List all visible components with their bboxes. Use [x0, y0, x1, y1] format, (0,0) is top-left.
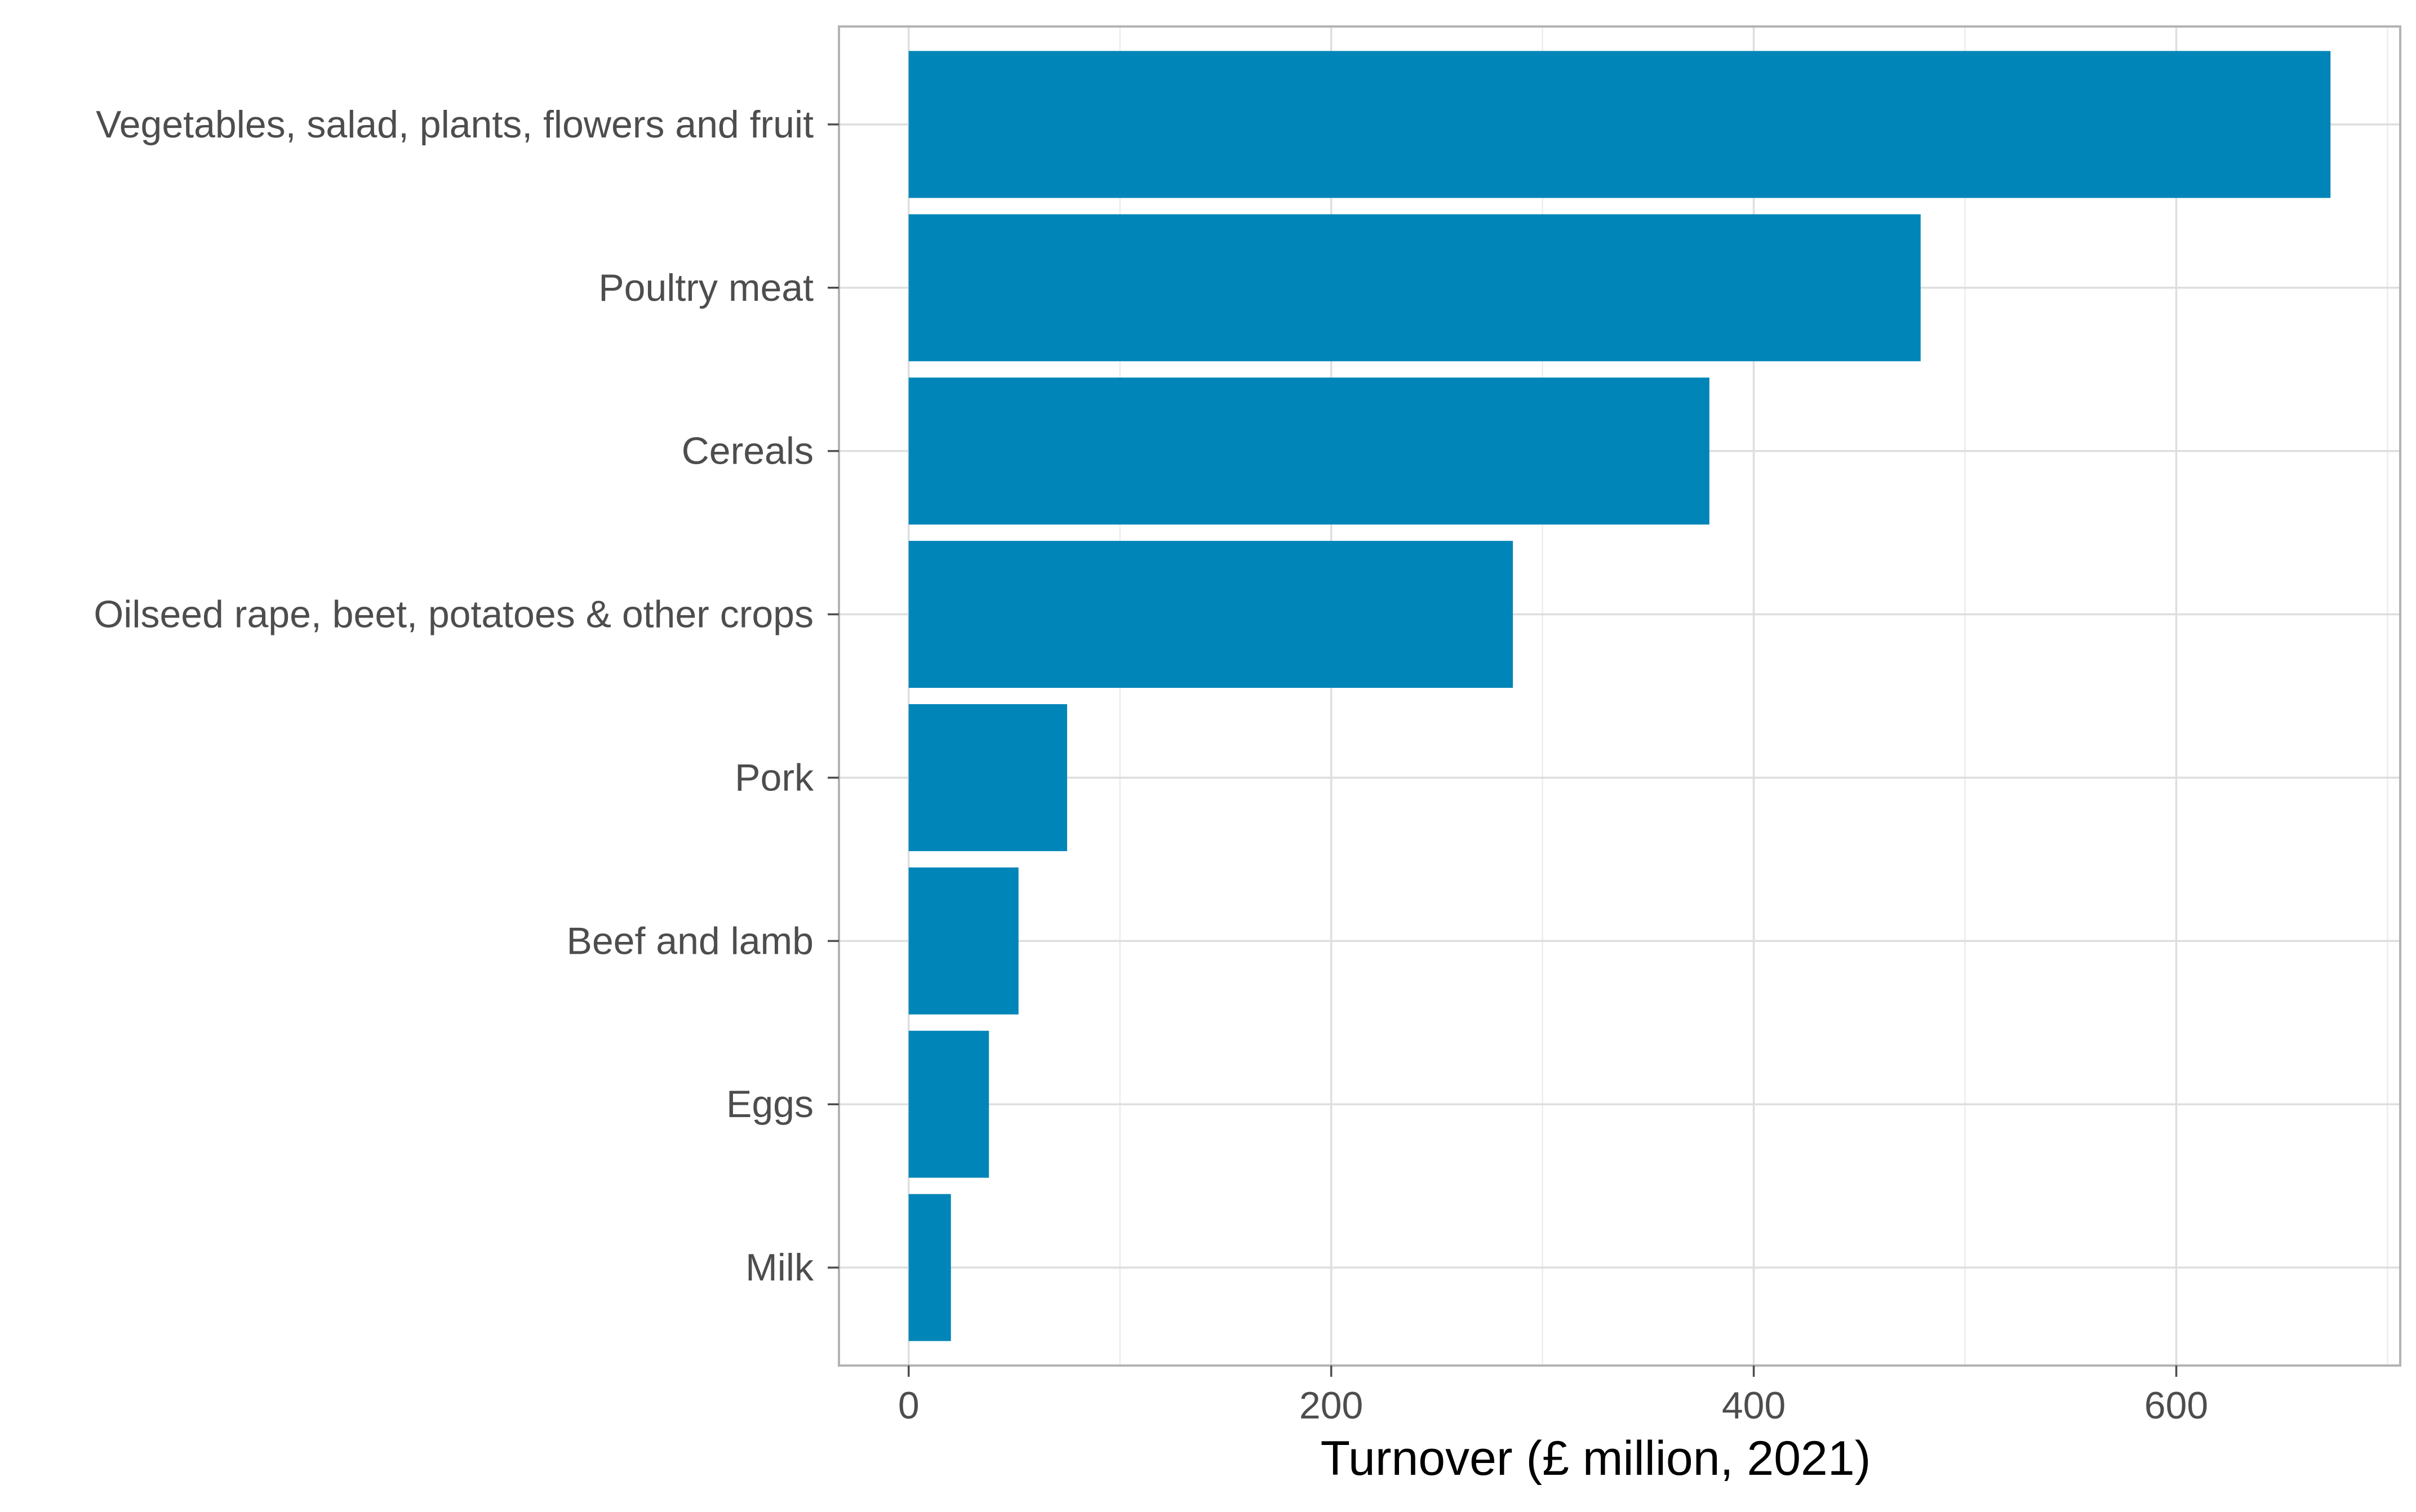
bars [908, 51, 2331, 1341]
y-tick-label: Cereals [682, 430, 814, 473]
x-tick-label: 600 [2144, 1384, 2208, 1427]
x-tick-label: 0 [898, 1384, 920, 1427]
bar [908, 867, 1019, 1015]
bar [908, 51, 2331, 198]
x-tick-label: 400 [1722, 1384, 1786, 1427]
bar [908, 704, 1067, 851]
y-tick-label: Oilseed rape, beet, potatoes & other cro… [94, 593, 814, 636]
axes: Vegetables, salad, plants, flowers and f… [94, 103, 2208, 1427]
bar [908, 1194, 951, 1341]
y-tick-label: Eggs [726, 1083, 814, 1126]
panel-border [838, 25, 2401, 1367]
y-tick-label: Milk [745, 1246, 814, 1289]
x-axis-title: Turnover (£ million, 2021) [1321, 1431, 1871, 1486]
y-tick-label: Poultry meat [598, 266, 814, 309]
y-tick-label: Pork [735, 756, 814, 799]
x-tick-label: 200 [1299, 1384, 1363, 1427]
bar [908, 1030, 989, 1178]
bar [908, 214, 1921, 362]
y-tick-label: Beef and lamb [566, 919, 814, 962]
y-tick-label: Vegetables, salad, plants, flowers and f… [96, 103, 814, 146]
bar [908, 377, 1709, 525]
bar [908, 541, 1513, 688]
